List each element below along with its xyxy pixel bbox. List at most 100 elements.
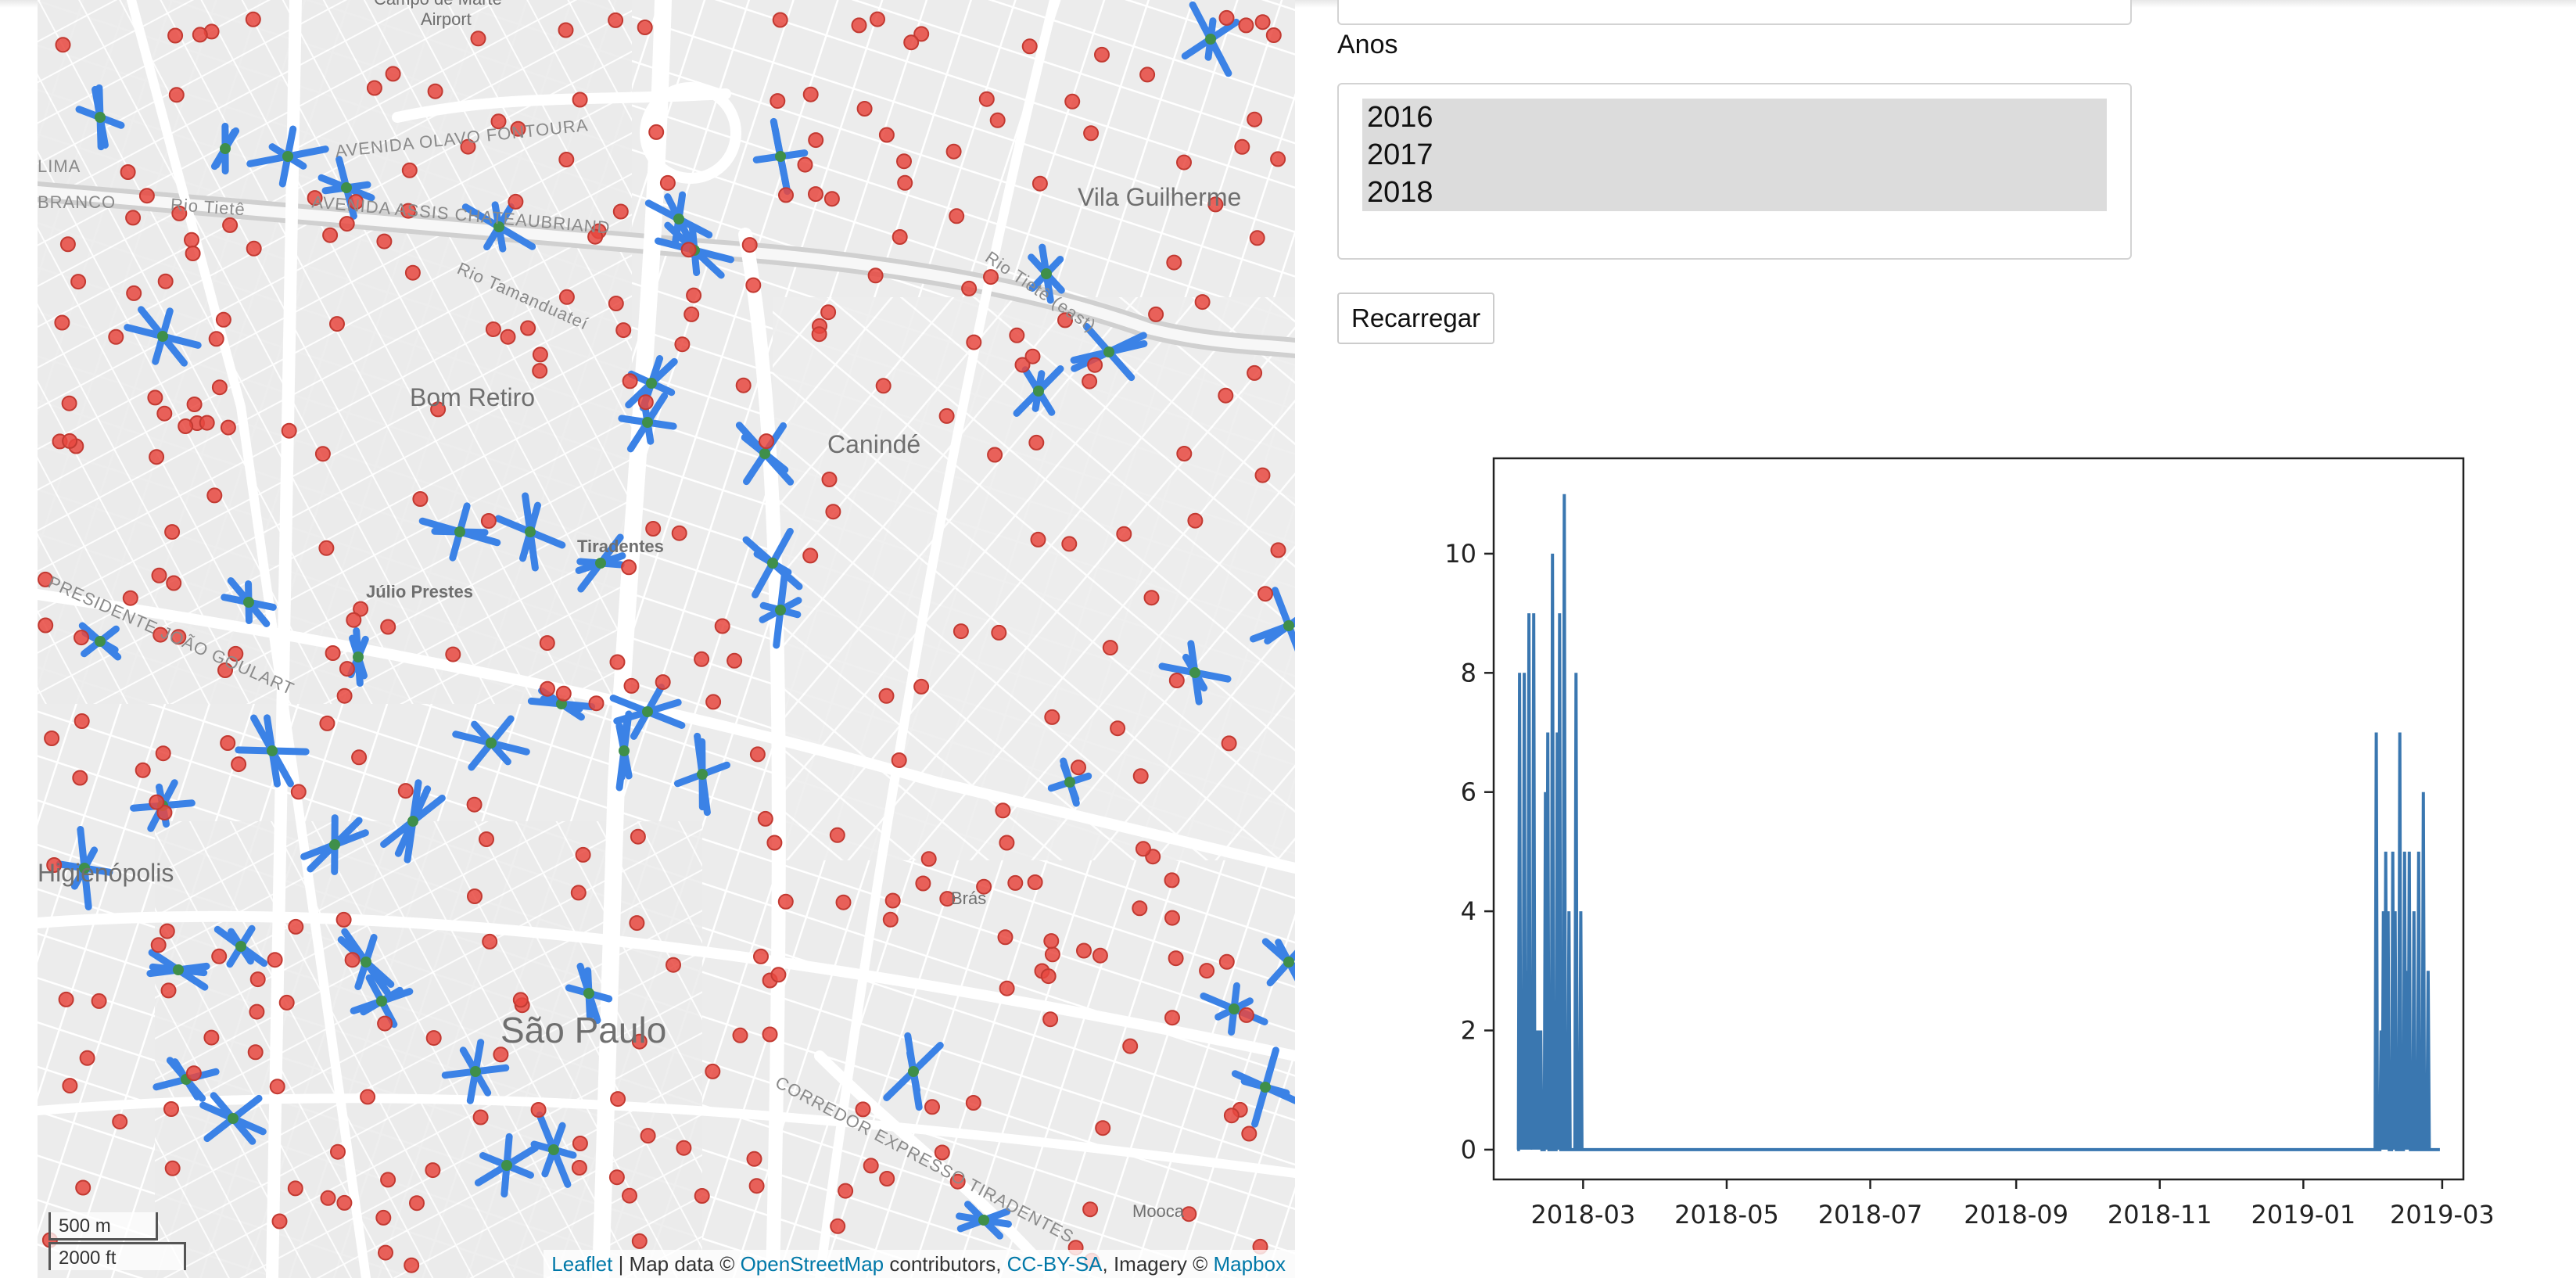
stop-marker[interactable] xyxy=(1254,14,1271,31)
stop-marker[interactable] xyxy=(621,559,637,576)
stop-marker[interactable] xyxy=(1083,125,1100,142)
stop-marker[interactable] xyxy=(108,328,124,345)
stop-marker[interactable] xyxy=(269,1079,285,1095)
stop-marker[interactable] xyxy=(1247,364,1263,381)
stop-marker[interactable] xyxy=(44,731,60,746)
stop-marker[interactable] xyxy=(825,504,841,520)
stop-marker[interactable] xyxy=(674,336,691,353)
stop-marker[interactable] xyxy=(215,311,231,328)
stop-marker[interactable] xyxy=(1176,154,1192,171)
stop-marker[interactable] xyxy=(155,745,171,762)
stop-marker[interactable] xyxy=(749,746,766,763)
stop-marker[interactable] xyxy=(965,1095,981,1111)
stop-marker[interactable] xyxy=(1040,968,1057,985)
stop-marker[interactable] xyxy=(1007,874,1024,891)
stop-marker[interactable] xyxy=(777,893,794,910)
osm-link[interactable]: OpenStreetMap xyxy=(740,1252,884,1276)
stop-marker[interactable] xyxy=(400,203,417,219)
stop-marker[interactable] xyxy=(366,80,382,96)
stop-marker[interactable] xyxy=(878,687,895,704)
stop-marker[interactable] xyxy=(220,419,236,436)
stop-marker[interactable] xyxy=(479,831,494,847)
stop-marker[interactable] xyxy=(157,273,174,289)
stop-marker[interactable] xyxy=(924,1099,940,1115)
stop-marker[interactable] xyxy=(821,472,838,487)
stop-marker[interactable] xyxy=(623,677,640,694)
stop-marker[interactable] xyxy=(425,1030,442,1046)
stop-marker[interactable] xyxy=(671,525,687,541)
stop-marker[interactable] xyxy=(1082,373,1098,390)
stop-marker[interactable] xyxy=(770,93,786,109)
year-option-2018[interactable]: 2018 xyxy=(1362,174,2107,211)
stop-marker[interactable] xyxy=(571,1160,587,1176)
stop-marker[interactable] xyxy=(797,156,813,173)
stop-marker[interactable] xyxy=(1132,900,1148,917)
stop-marker[interactable] xyxy=(705,694,722,710)
stop-marker[interactable] xyxy=(694,1188,710,1204)
stop-marker[interactable] xyxy=(278,994,295,1011)
stop-marker[interactable] xyxy=(1234,138,1250,155)
stop-marker[interactable] xyxy=(307,190,323,206)
stop-marker[interactable] xyxy=(520,320,536,336)
stop-marker[interactable] xyxy=(530,1102,547,1118)
stop-marker[interactable] xyxy=(1122,1038,1139,1054)
stop-marker[interactable] xyxy=(249,971,266,988)
stop-marker[interactable] xyxy=(404,1257,420,1273)
stop-marker[interactable] xyxy=(290,784,307,800)
stop-marker[interactable] xyxy=(1199,963,1215,979)
stop-marker[interactable] xyxy=(631,1033,648,1050)
stop-marker[interactable] xyxy=(427,83,443,99)
stop-marker[interactable] xyxy=(727,652,743,669)
stop-marker[interactable] xyxy=(339,661,355,677)
stop-marker[interactable] xyxy=(150,937,167,953)
stop-marker[interactable] xyxy=(1110,720,1126,737)
stop-marker[interactable] xyxy=(989,112,1006,128)
stop-marker[interactable] xyxy=(199,415,215,431)
stop-marker[interactable] xyxy=(659,174,676,191)
stop-marker[interactable] xyxy=(1187,512,1204,529)
stop-marker[interactable] xyxy=(38,571,53,587)
stop-marker[interactable] xyxy=(811,326,827,343)
stop-marker[interactable] xyxy=(54,314,70,331)
stop-marker[interactable] xyxy=(999,980,1015,996)
stop-marker[interactable] xyxy=(1061,536,1078,552)
stop-marker[interactable] xyxy=(149,794,165,810)
stop-marker[interactable] xyxy=(1030,531,1046,547)
stop-marker[interactable] xyxy=(55,37,71,53)
stop-marker[interactable] xyxy=(680,242,697,258)
stop-marker[interactable] xyxy=(612,203,629,220)
stop-marker[interactable] xyxy=(314,446,331,462)
filter-select-top[interactable] xyxy=(1337,0,2132,25)
stop-marker[interactable] xyxy=(655,674,671,691)
stop-marker[interactable] xyxy=(1057,312,1073,328)
stop-marker[interactable] xyxy=(167,27,184,44)
stop-marker[interactable] xyxy=(1218,953,1235,970)
stop-marker[interactable] xyxy=(185,1065,202,1082)
stop-marker[interactable] xyxy=(377,1015,393,1032)
stop-marker[interactable] xyxy=(1044,709,1060,725)
stop-marker[interactable] xyxy=(320,1190,336,1206)
stop-marker[interactable] xyxy=(1270,542,1286,558)
stop-marker[interactable] xyxy=(246,240,262,257)
stop-marker[interactable] xyxy=(482,933,498,950)
stop-marker[interactable] xyxy=(705,1063,721,1079)
stop-marker[interactable] xyxy=(735,377,752,393)
stop-marker[interactable] xyxy=(1071,759,1086,776)
stop-marker[interactable] xyxy=(211,379,228,396)
stop-marker[interactable] xyxy=(878,127,895,143)
stop-marker[interactable] xyxy=(938,407,955,424)
stop-marker[interactable] xyxy=(1249,230,1265,246)
stop-marker[interactable] xyxy=(539,635,555,652)
stop-marker[interactable] xyxy=(1092,947,1108,964)
stop-marker[interactable] xyxy=(882,911,899,928)
stop-marker[interactable] xyxy=(1168,673,1185,688)
stop-marker[interactable] xyxy=(913,26,930,42)
stop-marker[interactable] xyxy=(532,363,548,379)
stop-marker[interactable] xyxy=(1139,66,1156,83)
stop-marker[interactable] xyxy=(485,321,501,337)
stop-marker[interactable] xyxy=(1094,46,1110,63)
stop-marker[interactable] xyxy=(995,802,1011,819)
stop-marker[interactable] xyxy=(1043,933,1060,950)
stop-marker[interactable] xyxy=(120,164,136,180)
stop-marker[interactable] xyxy=(1247,111,1263,127)
